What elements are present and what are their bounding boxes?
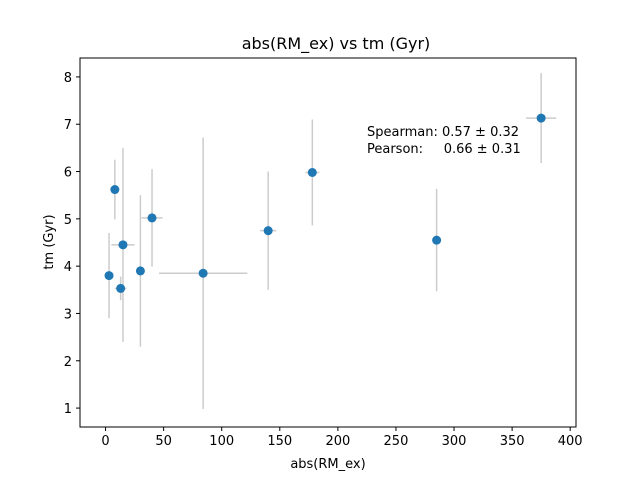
data-point [135,266,145,276]
y-axis-label: tm (Gyr) [42,214,57,269]
x-tick-label: 300 [442,434,467,449]
x-tick-label: 150 [267,434,292,449]
x-axis: 0 50 100 150 200 250 300 350 400 [101,427,583,449]
data-point [263,226,273,236]
data-point [104,271,114,281]
chart-title: abs(RM_ex) vs tm (Gyr) [242,34,431,54]
y-tick-label: 8 [64,71,72,86]
data-point [536,113,546,123]
y-tick-label: 5 [64,213,72,228]
y-tick-label: 3 [64,307,72,322]
data-point [116,283,126,293]
data-point [307,167,317,177]
data-point [118,240,128,250]
x-tick-label: 100 [209,434,234,449]
y-tick-label: 1 [64,402,72,417]
x-tick-label: 0 [101,434,109,449]
x-axis-label: abs(RM_ex) [290,457,365,472]
data-point [432,235,442,245]
y-tick-label: 7 [64,118,72,133]
y-tick-label: 6 [64,166,72,181]
data-point [110,185,120,195]
data-point [198,268,208,278]
x-tick-label: 200 [325,434,350,449]
y-axis: 1 2 3 4 5 6 7 8 [64,71,80,417]
data-point [147,213,157,223]
annotation-line: Spearman: 0.57 ± 0.32 [367,125,519,140]
marker-layer [104,113,546,293]
correlation-annotation: Spearman: 0.57 ± 0.32 Pearson: 0.66 ± 0.3… [367,125,521,157]
y-tick-label: 4 [64,260,72,275]
x-tick-label: 400 [558,434,583,449]
plot-frame [79,57,577,428]
x-tick-label: 50 [155,434,172,449]
x-tick-label: 350 [500,434,525,449]
annotation-line: Pearson: 0.66 ± 0.31 [367,142,521,157]
y-tick-label: 2 [64,355,72,370]
x-tick-label: 250 [384,434,409,449]
